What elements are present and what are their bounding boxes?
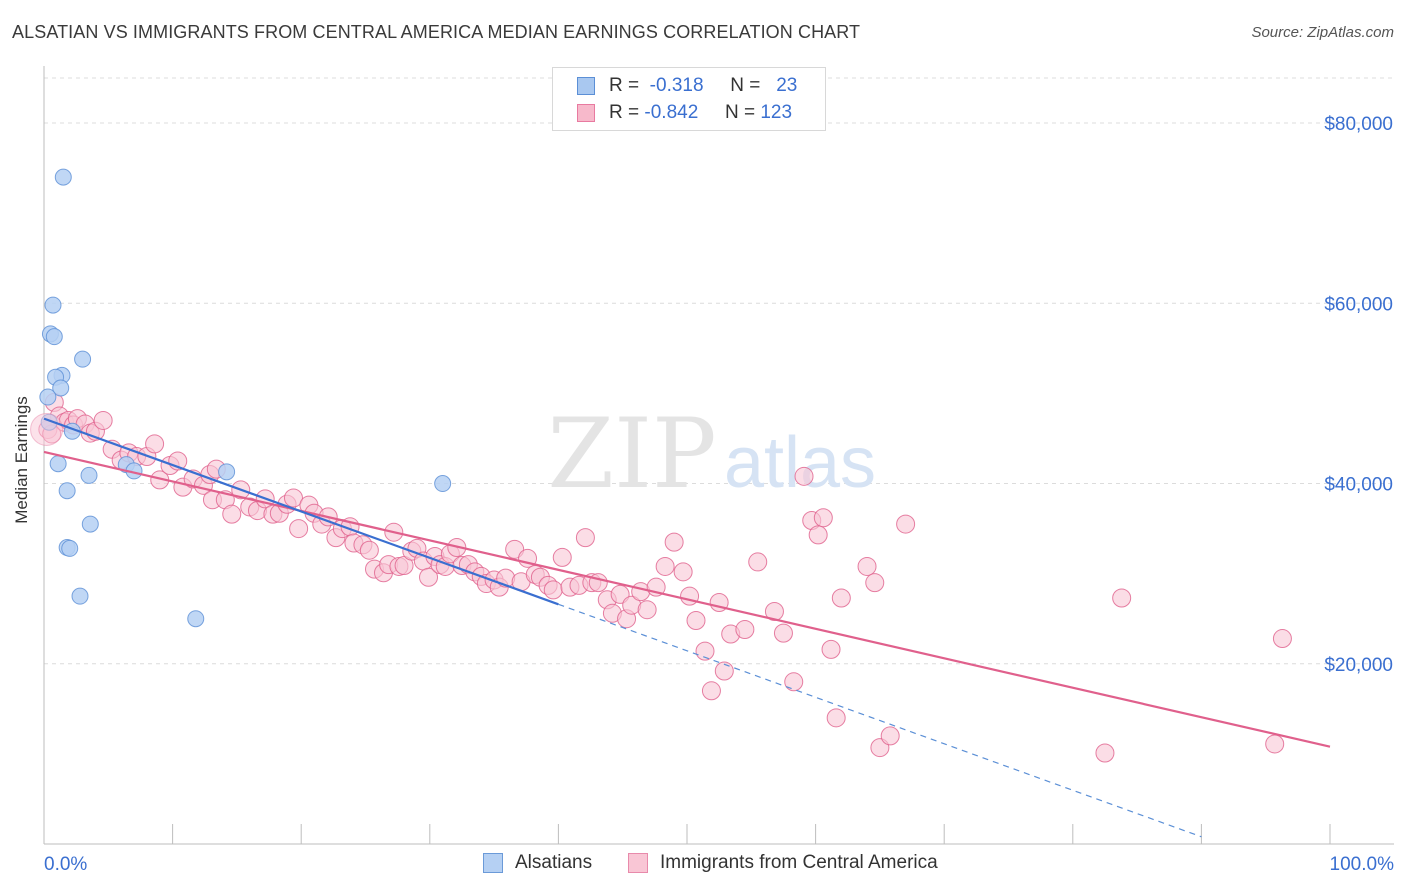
trend-line-alsatians-extension (558, 603, 1202, 838)
y-axis-label: Median Earnings (12, 396, 31, 524)
r-label: R = (609, 102, 640, 123)
data-point (419, 567, 439, 587)
data-point (283, 488, 303, 508)
legend-swatch-alsatians (577, 77, 595, 95)
data-point (434, 475, 452, 493)
data-point (54, 168, 72, 186)
data-point (826, 708, 846, 728)
n-value: 123 (760, 102, 793, 123)
data-point (808, 525, 828, 545)
data-point (81, 515, 99, 533)
stats-row-immigrants: R = -0.842 N = 123 (553, 100, 792, 126)
data-point (1095, 743, 1115, 763)
data-point (1272, 629, 1292, 649)
stats-legend: R = -0.318 N = 23 R = -0.842 N = 123 (552, 67, 826, 131)
y-tick-label: $80,000 (1324, 114, 1393, 135)
data-point (701, 681, 721, 701)
data-point (1112, 588, 1132, 608)
legend-item-alsatians[interactable]: Alsatians (483, 852, 592, 874)
data-point (49, 455, 67, 473)
x-tick-label: 0.0% (44, 854, 87, 875)
data-point (673, 562, 693, 582)
n-label: N = (724, 102, 756, 123)
data-point (218, 463, 236, 481)
data-point (552, 547, 572, 567)
r-value: -0.318 (649, 75, 704, 96)
y-tick-label: $40,000 (1324, 475, 1393, 496)
data-point (748, 552, 768, 572)
data-point (695, 641, 715, 661)
data-point (880, 726, 900, 746)
legend-label: Immigrants from Central America (660, 852, 938, 873)
gridlines (44, 77, 1394, 665)
y-tick-labels: $20,000 $40,000 $60,000 $80,000 (1324, 114, 1393, 676)
data-point (44, 296, 62, 314)
data-point (1265, 734, 1285, 754)
y-tick-label: $60,000 (1324, 294, 1393, 315)
data-point (896, 514, 916, 534)
data-point (93, 410, 113, 430)
data-point (145, 434, 165, 454)
data-point (289, 519, 309, 539)
data-point (74, 350, 92, 368)
data-point (794, 466, 814, 486)
chart-title: ALSATIAN VS IMMIGRANTS FROM CENTRAL AMER… (12, 22, 861, 42)
data-point (857, 556, 877, 576)
n-label: N = (730, 75, 761, 96)
y-tick-label: $20,000 (1324, 655, 1393, 676)
x-tick-labels: 0.0% 100.0% (44, 854, 1394, 875)
watermark-atlas: atlas (724, 423, 876, 503)
x-tick-label: 100.0% (1330, 854, 1395, 875)
data-point (543, 580, 563, 600)
data-points (30, 168, 1292, 763)
data-point (865, 573, 885, 593)
data-point (831, 588, 851, 608)
data-point (655, 556, 675, 576)
source-label: Source: ZipAtlas.com (1251, 24, 1394, 41)
data-point (735, 620, 755, 640)
data-point (686, 611, 706, 631)
data-point-cluster (30, 412, 64, 446)
data-point (71, 587, 89, 605)
data-point (637, 600, 657, 620)
data-point (784, 672, 804, 692)
data-point (821, 639, 841, 659)
legend-item-immigrants[interactable]: Immigrants from Central America (628, 852, 938, 874)
n-value: 23 (776, 75, 798, 96)
legend-label: Alsatians (515, 852, 593, 873)
data-point (187, 610, 205, 628)
data-point (45, 328, 63, 346)
stats-row-alsatians: R = -0.318 N = 23 (553, 73, 797, 99)
legend-swatch-immigrants (628, 853, 648, 873)
data-point (813, 508, 833, 528)
data-point (575, 528, 595, 548)
data-point (588, 573, 608, 593)
legend-swatch-immigrants (577, 104, 595, 122)
r-label: R = (609, 75, 640, 96)
data-point (773, 623, 793, 643)
trend-lines (43, 417, 1331, 838)
r-value: -0.842 (644, 102, 699, 123)
data-point (61, 539, 79, 557)
data-point (39, 388, 57, 406)
data-point (664, 532, 684, 552)
data-point (58, 482, 76, 500)
trend-line-alsatians (43, 417, 559, 606)
data-point (359, 540, 379, 560)
data-point (80, 466, 98, 484)
watermark-zip: ZIP (547, 398, 716, 510)
axes (43, 66, 1394, 845)
legend-swatch-alsatians (483, 853, 503, 873)
data-point (222, 504, 242, 524)
data-point (52, 379, 70, 397)
trend-line-immigrants (43, 450, 1331, 748)
